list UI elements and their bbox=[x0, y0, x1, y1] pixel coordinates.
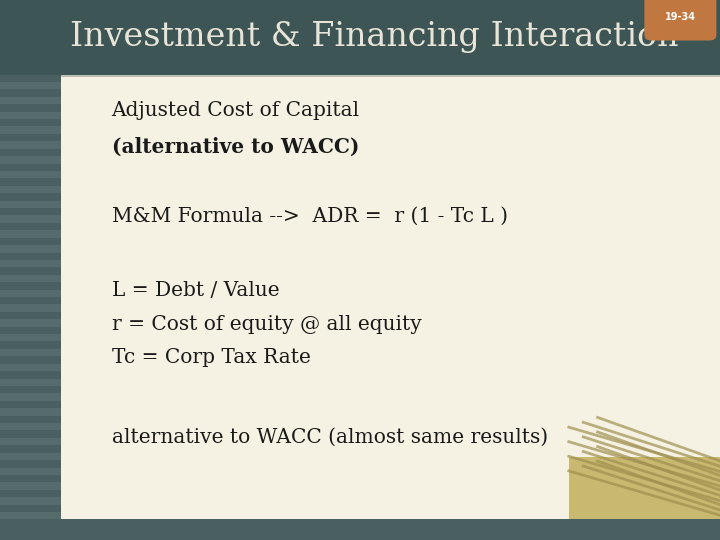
Bar bbox=[0, 75, 61, 519]
Bar bbox=[61, 75, 720, 77]
Bar bbox=[0, 186, 61, 193]
Text: M&M Formula -->  ADR =  r (1 - Tc L ): M&M Formula --> ADR = r (1 - Tc L ) bbox=[112, 206, 508, 226]
FancyBboxPatch shape bbox=[644, 0, 716, 40]
Bar bbox=[0, 497, 61, 505]
Bar bbox=[0, 512, 61, 519]
Bar bbox=[0, 97, 61, 104]
Bar bbox=[0, 468, 61, 475]
Bar bbox=[61, 75, 720, 519]
Bar bbox=[0, 438, 61, 446]
Bar bbox=[569, 457, 720, 519]
Bar bbox=[0, 141, 61, 149]
Bar bbox=[0, 200, 61, 208]
Bar bbox=[0, 519, 720, 540]
Bar bbox=[0, 215, 61, 223]
Text: r = Cost of equity @ all equity: r = Cost of equity @ all equity bbox=[112, 314, 421, 334]
Bar bbox=[0, 364, 61, 371]
Bar bbox=[0, 408, 61, 416]
Text: Investment & Financing Interaction: Investment & Financing Interaction bbox=[70, 21, 679, 53]
Bar bbox=[0, 482, 61, 490]
Text: alternative to WACC (almost same results): alternative to WACC (almost same results… bbox=[112, 428, 548, 447]
Bar bbox=[0, 126, 61, 134]
Bar bbox=[0, 319, 61, 327]
Bar bbox=[0, 156, 61, 164]
Bar bbox=[0, 289, 61, 297]
Bar bbox=[0, 275, 61, 282]
Text: L = Debt / Value: L = Debt / Value bbox=[112, 281, 279, 300]
Bar bbox=[0, 305, 61, 312]
Bar bbox=[0, 349, 61, 356]
Bar bbox=[0, 112, 61, 119]
Text: 19-34: 19-34 bbox=[665, 12, 696, 22]
Bar bbox=[0, 0, 720, 75]
Bar bbox=[0, 82, 61, 89]
Bar bbox=[0, 379, 61, 386]
Text: Adjusted Cost of Capital: Adjusted Cost of Capital bbox=[112, 101, 360, 120]
Bar bbox=[0, 260, 61, 267]
Bar bbox=[0, 171, 61, 178]
Text: (alternative to WACC): (alternative to WACC) bbox=[112, 137, 359, 157]
Bar bbox=[0, 394, 61, 401]
Bar bbox=[0, 453, 61, 460]
Bar bbox=[0, 334, 61, 341]
Bar bbox=[0, 230, 61, 238]
Bar bbox=[0, 423, 61, 430]
Text: Tc = Corp Tax Rate: Tc = Corp Tax Rate bbox=[112, 348, 310, 367]
Bar bbox=[0, 245, 61, 253]
